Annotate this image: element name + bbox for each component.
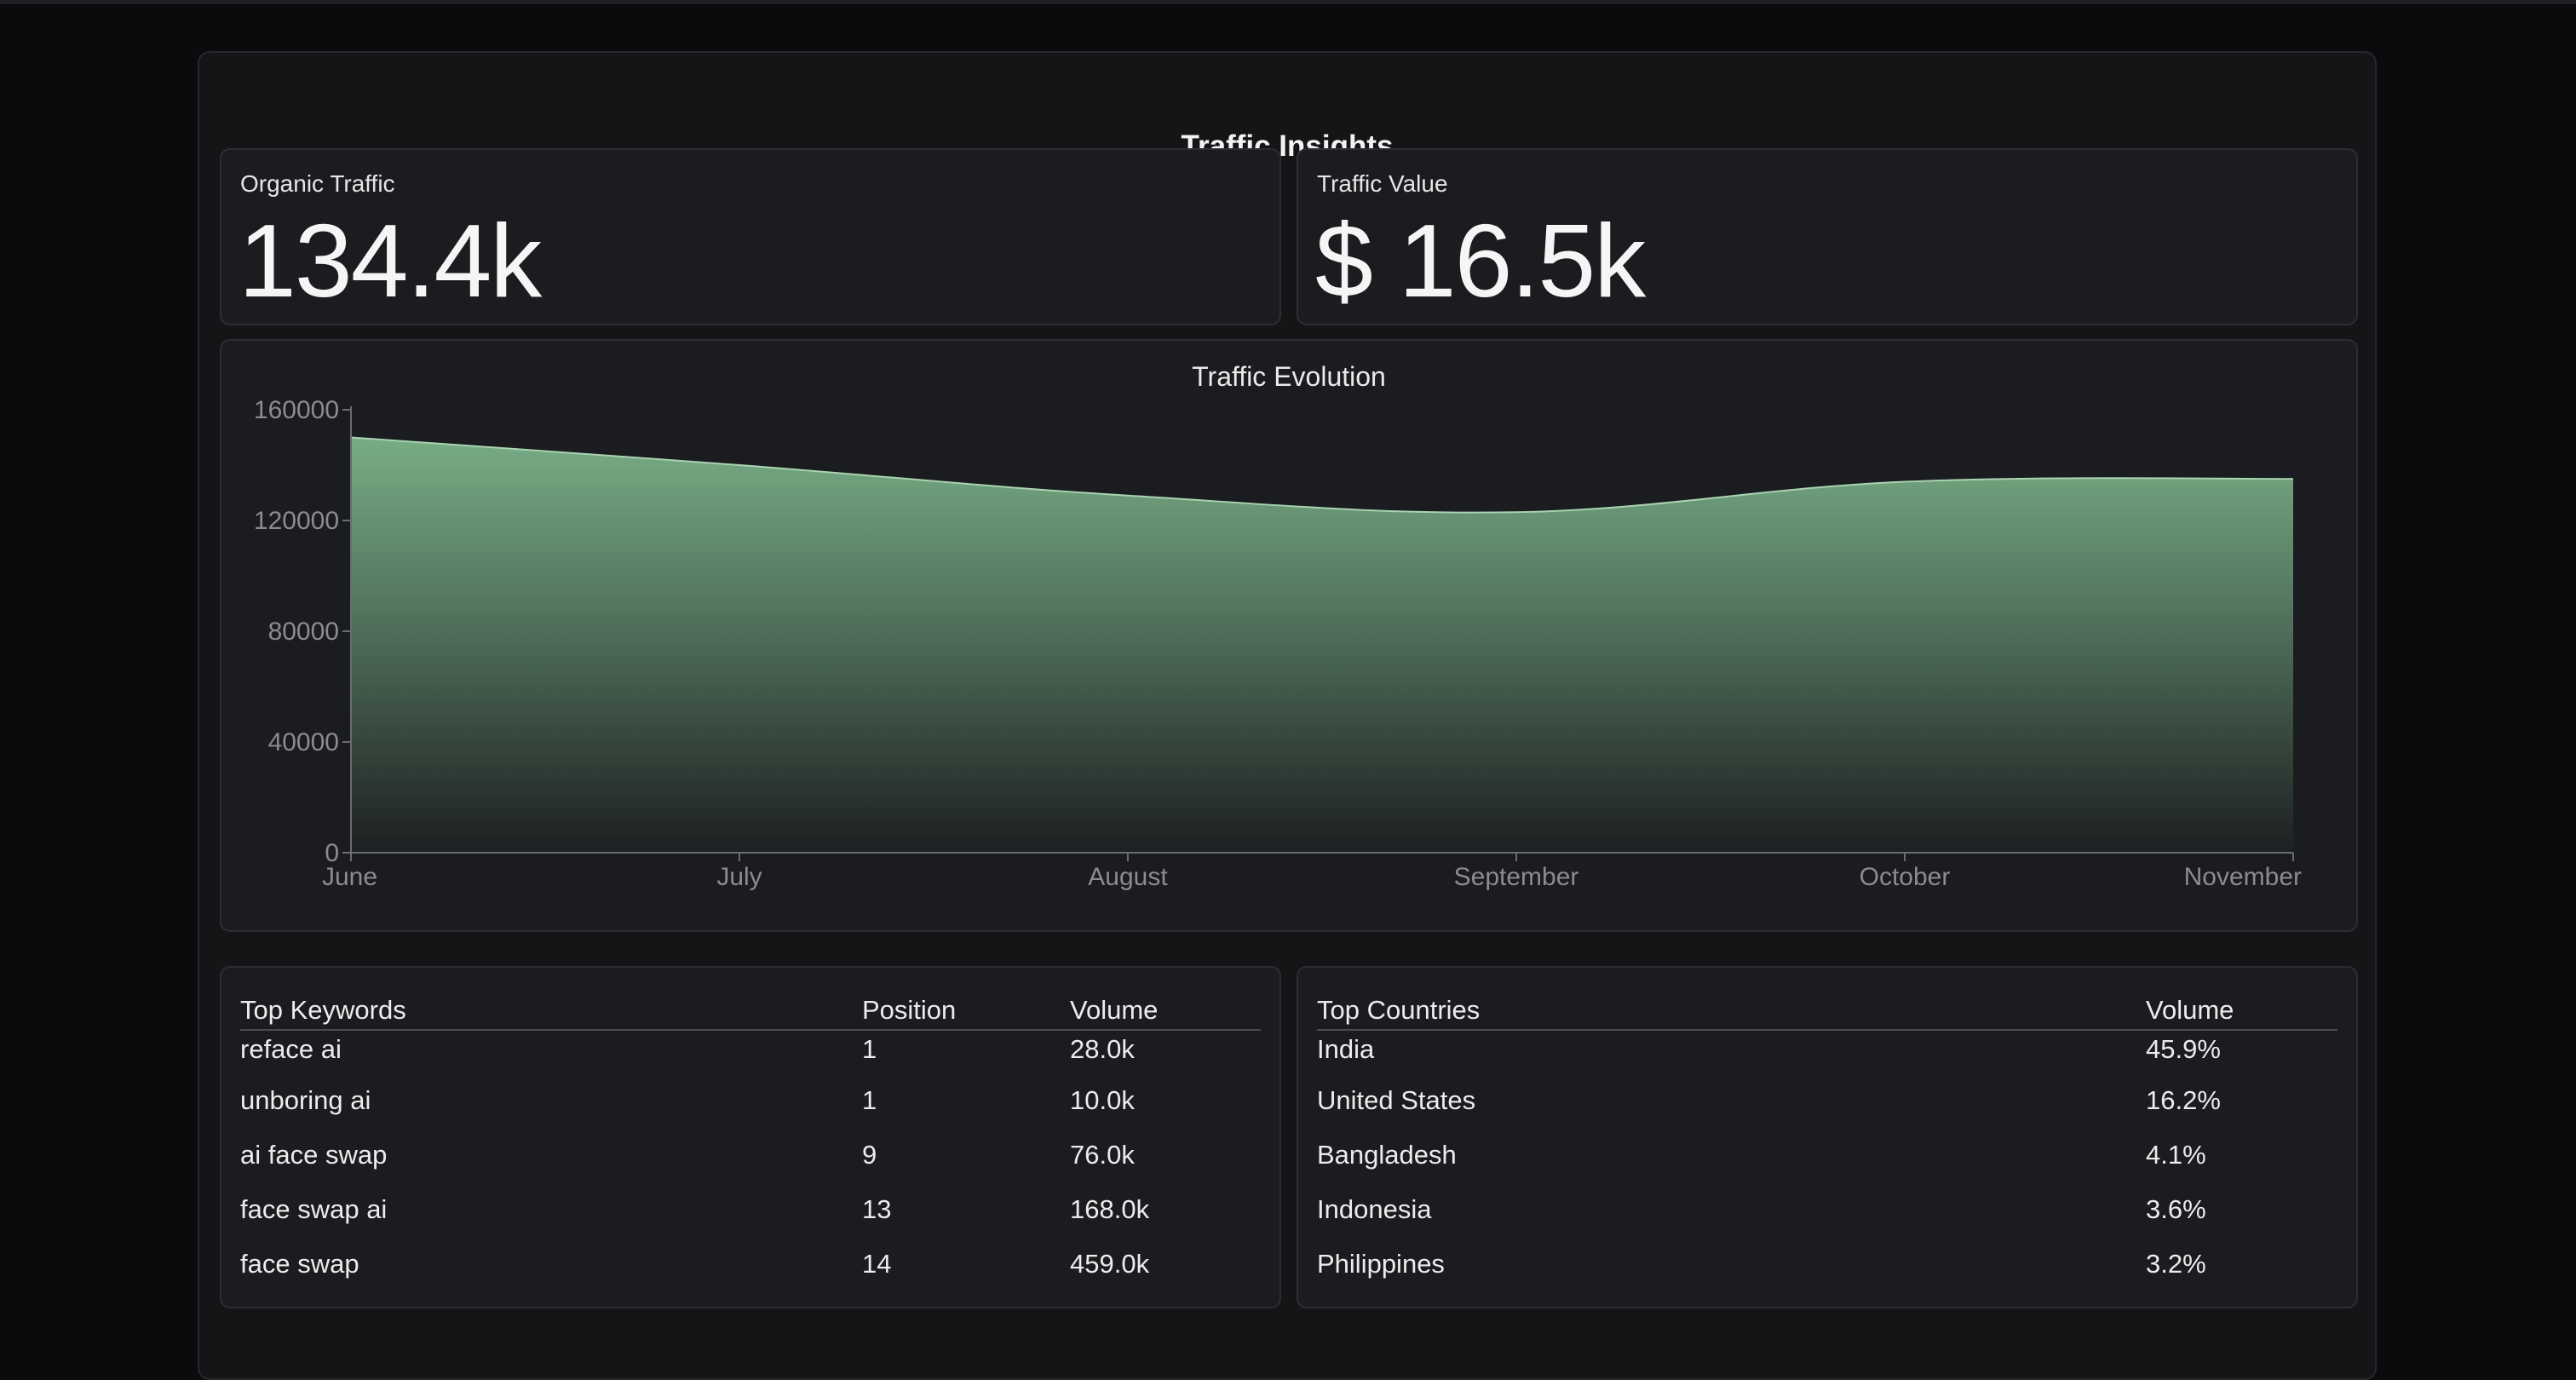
keyword-cell: reface ai [240,1034,342,1064]
keywords-header-row: Top Keywords Position Volume [240,992,1261,1031]
volume-cell: 3.2% [2146,1249,2206,1279]
country-cell: United States [1317,1085,1476,1115]
traffic-value-card: Traffic Value $ 16.5k [1297,148,2358,325]
organic-traffic-value: 134.4k [239,203,542,319]
volume-cell: 28.0k [1070,1034,1135,1064]
keywords-header-position: Position [862,995,957,1025]
y-tick-label: 80000 [268,618,339,646]
y-tick-label: 0 [325,839,339,867]
volume-cell: 3.6% [2146,1194,2206,1224]
volume-cell: 10.0k [1070,1085,1135,1115]
volume-cell: 76.0k [1070,1140,1135,1170]
chart-title: Traffic Evolution [1192,361,1386,392]
country-cell: India [1317,1034,1375,1064]
top-countries-table: Top Countries Volume India 45.9% United … [1317,992,2337,1291]
table-row: ai face swap 9 76.0k [240,1128,1261,1182]
window-top-border [0,0,2576,4]
volume-cell: 45.9% [2146,1034,2221,1064]
position-cell: 1 [862,1085,877,1115]
y-tick-label: 120000 [254,507,339,535]
country-cell: Bangladesh [1317,1140,1457,1170]
table-row: United States 16.2% [1317,1073,2337,1128]
organic-traffic-label: Organic Traffic [240,170,395,197]
position-cell: 9 [862,1140,877,1170]
countries-header-country: Top Countries [1317,995,1481,1025]
x-tick-label: August [1088,863,1168,891]
country-cell: Indonesia [1317,1194,1432,1224]
traffic-evolution-chart: 0 40000 80000 120000 160000 June July August Sep… [254,396,2302,891]
x-tick-label: June [322,863,377,891]
x-tick-label: July [716,863,762,891]
table-row: face swap 14 459.0k [240,1237,1261,1291]
volume-cell: 16.2% [2146,1085,2221,1115]
volume-cell: 168.0k [1070,1194,1150,1224]
traffic-insights-panel: Traffic Insights Organic Traffic 134.4k … [198,51,2377,1380]
traffic-area [351,437,2293,853]
volume-cell: 459.0k [1070,1249,1150,1279]
keyword-cell: unboring ai [240,1085,371,1115]
table-row: Philippines 3.2% [1317,1237,2337,1291]
y-tick-label: 40000 [268,728,339,756]
keyword-cell: face swap [240,1249,359,1279]
traffic-line [350,436,2294,514]
traffic-value-value: $ 16.5k [1315,203,1646,319]
position-cell: 1 [862,1034,877,1064]
top-keywords-card: Top Keywords Position Volume reface ai 1… [220,966,1281,1308]
table-row: face swap ai 13 168.0k [240,1182,1261,1237]
keywords-header-keyword: Top Keywords [240,995,406,1025]
position-cell: 13 [862,1194,892,1224]
y-tick-label: 160000 [254,396,339,424]
organic-traffic-card: Organic Traffic 134.4k [220,148,1281,325]
table-row: reface ai 1 28.0k [240,1031,1261,1073]
traffic-evolution-card: Traffic Evolution 0 40000 80000 120000 16000… [220,339,2358,932]
position-cell: 14 [862,1249,892,1279]
keyword-cell: face swap ai [240,1194,388,1224]
table-row: Indonesia 3.6% [1317,1182,2337,1237]
table-row: India 45.9% [1317,1031,2337,1073]
x-tick-label: September [1454,863,1579,891]
table-row: Bangladesh 4.1% [1317,1128,2337,1182]
volume-cell: 4.1% [2146,1140,2206,1170]
top-countries-card: Top Countries Volume India 45.9% United … [1297,966,2358,1308]
keywords-header-volume: Volume [1070,995,1159,1025]
country-cell: Philippines [1317,1249,1445,1279]
countries-header-row: Top Countries Volume [1317,992,2337,1031]
keyword-cell: ai face swap [240,1140,388,1170]
countries-header-volume: Volume [2146,995,2234,1025]
top-keywords-table: Top Keywords Position Volume reface ai 1… [240,992,1261,1291]
x-tick-label: October [1860,863,1951,891]
table-row: unboring ai 1 10.0k [240,1073,1261,1128]
x-tick-label: November [2184,863,2302,891]
traffic-value-label: Traffic Value [1317,170,1448,197]
